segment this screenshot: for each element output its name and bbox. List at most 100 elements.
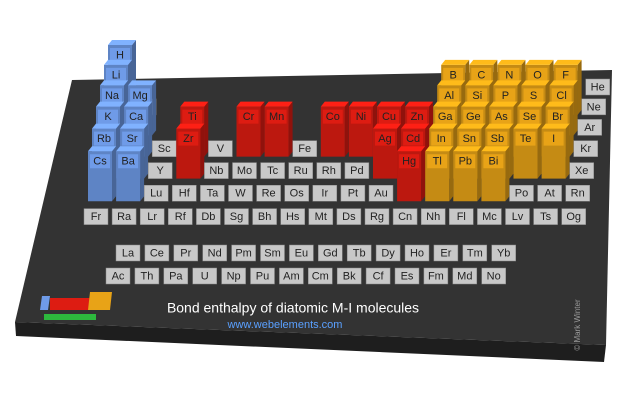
element-symbol: Hg [402,156,416,168]
bar-label-bg [379,109,399,124]
bar-label-bg [266,109,287,124]
bar-label-bg [118,154,139,169]
element-symbol: Sc [158,143,171,155]
board-front [15,322,606,362]
bar-top [545,101,574,107]
bar-side [288,101,293,157]
bar-label-bg [515,131,536,146]
legend-f [44,314,96,320]
element-tile [256,185,281,202]
element-symbol: Er [440,247,451,259]
bar-top [405,101,434,107]
element-symbol: No [487,270,501,282]
bar-label-bg [455,154,476,169]
element-symbol: Se [523,111,536,123]
bar-label-bg [110,48,130,62]
element-tile [509,185,534,202]
element-symbol: Nb [209,165,223,177]
element-symbol: Pa [169,270,183,282]
bar-label-bg [94,131,114,146]
bar-label-bg [130,88,151,103]
element-tile [260,162,285,179]
element-tile [581,98,606,116]
element-tile [449,208,474,225]
bar-side [148,101,153,157]
bar-side [565,123,570,179]
bar-label-bg [399,154,420,169]
element-symbol: Sg [230,211,243,223]
element-symbol: Ra [117,211,132,223]
element-symbol: Sr [127,133,138,145]
element-tile [336,267,362,285]
bar-top [433,101,462,107]
element-tile [144,244,170,262]
element-symbol: Np [227,270,241,282]
element-tile [105,267,131,285]
element-tile [505,208,530,225]
element-symbol: P [502,90,509,102]
element-symbol: Tc [267,165,279,177]
url: www.webelements.com [227,319,343,331]
bar-side [140,146,145,202]
element-tile [279,267,304,285]
bar-top [481,146,510,152]
bar-label-bg [495,88,516,103]
legend-p [88,292,112,310]
bar-label-bg [102,88,122,103]
bar-side [200,123,205,179]
bar-label-bg [431,131,452,146]
element-symbol: Co [326,111,340,123]
element-symbol: Cd [406,133,420,145]
element-symbol: Pu [256,270,269,282]
bar-top [104,59,132,65]
element-symbol: Cn [398,211,412,223]
element-symbol: Pm [235,247,252,259]
element-symbol: O [533,69,542,81]
bar-label-bg [403,131,424,146]
bar-top [425,146,454,152]
element-symbol: Fl [457,211,466,223]
bar-top [549,80,578,86]
element-tile [452,267,478,285]
element-tile [288,162,313,179]
bar-top [401,123,430,129]
bar-side [449,146,454,202]
element-tile [365,267,391,285]
bar-top [457,123,486,129]
bar-label-bg [375,131,395,146]
element-symbol: V [217,143,225,155]
element-symbol: Ac [112,270,125,282]
element-symbol: Cf [373,270,385,282]
bar-top [497,59,526,65]
element-tile [228,185,253,202]
element-symbol: Yb [497,247,510,259]
element-symbol: Bk [343,270,356,282]
element-symbol: Bh [258,211,271,223]
element-symbol: Ag [378,133,391,145]
element-symbol: Rg [370,211,384,223]
element-tile [423,267,449,285]
element-symbol: Tb [353,247,366,259]
element-symbol: Am [283,270,300,282]
element-symbol: Lv [512,211,524,223]
bar-top [525,59,554,65]
bar-label-bg [90,154,110,169]
element-tile [340,185,366,202]
bar-label-bg [547,109,568,124]
element-tile [231,244,256,262]
element-symbol: Tl [433,156,442,168]
element-symbol: Dy [381,247,395,259]
element-tile [196,208,221,225]
bar-top [88,146,116,152]
bar-top [264,101,293,107]
element-tile [168,208,193,225]
element-symbol: Si [472,90,482,102]
bar-side [569,101,574,157]
bar-top [437,80,466,86]
element-tile [344,162,370,179]
element-tile [173,244,199,262]
element-symbol: Os [290,188,305,200]
bar-top [92,123,120,129]
bar-side [477,146,482,202]
element-tile [364,208,390,225]
